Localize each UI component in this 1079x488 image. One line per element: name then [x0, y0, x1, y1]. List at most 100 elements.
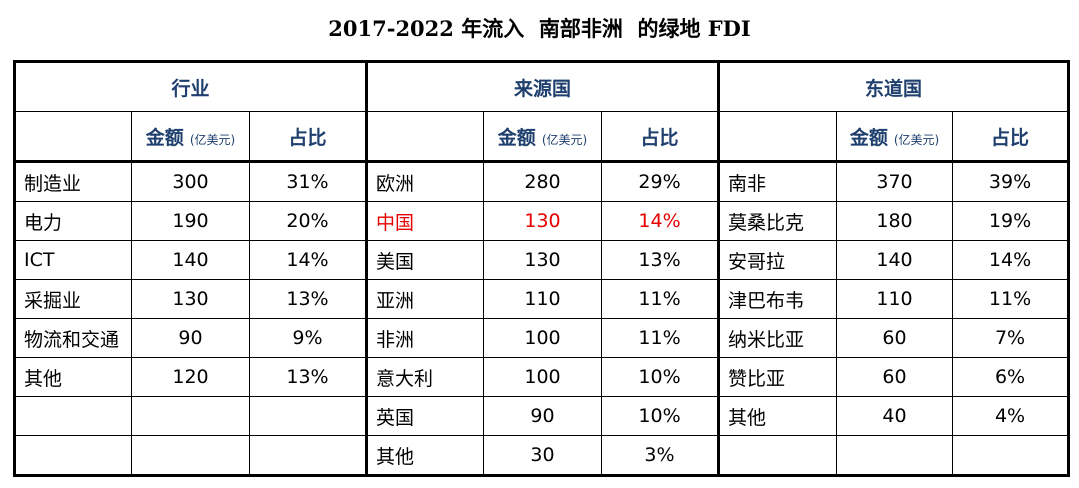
host-share-cell: 4% [952, 396, 1071, 436]
source-amount-cell: 30 [483, 435, 602, 477]
industry-share-cell: 31% [249, 161, 368, 202]
table-row: 电力 190 20% 中国 130 14% 莫桑比克 180 19% [13, 201, 1071, 241]
sub-header-row: 金额 (亿美元) 占比 金额 (亿美元) 占比 金额 (亿美元) 占比 [13, 111, 1071, 163]
host-name-cell [717, 435, 838, 477]
table-row: 制造业 300 31% 欧洲 280 29% 南非 370 39% [13, 161, 1071, 202]
host-share-cell: 19% [952, 201, 1071, 241]
industry-amount-cell: 130 [131, 279, 250, 319]
host-share-cell: 14% [952, 240, 1071, 280]
industry-amount-cell [131, 435, 250, 477]
industry-amount-cell: 140 [131, 240, 250, 280]
industry-share-cell: 9% [249, 318, 368, 358]
table-row: 其他 120 13% 意大利 100 10% 赞比亚 60 6% [13, 357, 1071, 397]
industry-share-cell: 14% [249, 240, 368, 280]
amount-unit: (亿美元) [541, 132, 588, 147]
industry-share-cell: 13% [249, 357, 368, 397]
amount-unit: (亿美元) [893, 132, 940, 147]
sub-header-share-industry: 占比 [249, 111, 368, 163]
source-share-cell: 3% [600, 435, 721, 477]
industry-share-cell: 13% [249, 279, 368, 319]
host-name-cell: 安哥拉 [717, 240, 838, 280]
host-amount-cell: 140 [836, 240, 954, 280]
industry-name-cell: 制造业 [13, 161, 132, 202]
sub-header-name-industry [13, 111, 132, 163]
host-amount-cell: 60 [836, 318, 954, 358]
host-name-cell: 南非 [717, 161, 838, 202]
source-amount-cell: 110 [483, 279, 602, 319]
host-amount-cell [836, 435, 954, 477]
host-share-cell [952, 435, 1071, 477]
source-share-cell: 29% [600, 161, 721, 202]
host-amount-cell: 180 [836, 201, 954, 241]
source-name-cell: 非洲 [365, 318, 484, 358]
source-amount-cell: 90 [483, 396, 602, 436]
host-share-cell: 6% [952, 357, 1071, 397]
industry-amount-cell [131, 396, 250, 436]
source-name-cell: 意大利 [365, 357, 484, 397]
industry-amount-cell: 90 [131, 318, 250, 358]
host-name-cell: 纳米比亚 [717, 318, 838, 358]
host-share-cell: 39% [952, 161, 1071, 202]
host-name-cell: 其他 [717, 396, 838, 436]
source-amount-cell: 280 [483, 161, 602, 202]
sub-header-amount-source: 金额 (亿美元) [483, 111, 602, 163]
table-row: 物流和交通 90 9% 非洲 100 11% 纳米比亚 60 7% [13, 318, 1071, 358]
table-row: 采掘业 130 13% 亚洲 110 11% 津巴布韦 110 11% [13, 279, 1071, 319]
table-row: 其他 30 3% [13, 435, 1071, 477]
source-name-cell: 亚洲 [365, 279, 484, 319]
source-share-cell: 10% [600, 357, 721, 397]
industry-name-cell: 其他 [13, 357, 132, 397]
source-amount-cell: 130 [483, 240, 602, 280]
source-name-cell: 欧洲 [365, 161, 484, 202]
host-name-cell: 莫桑比克 [717, 201, 838, 241]
amount-unit: (亿美元) [189, 132, 236, 147]
amount-label: 金额 [145, 126, 184, 149]
industry-share-cell [249, 435, 368, 477]
source-amount-cell: 130 [483, 201, 602, 241]
source-share-cell: 13% [600, 240, 721, 280]
industry-name-cell [13, 396, 132, 436]
host-amount-cell: 110 [836, 279, 954, 319]
group-header-industry: 行业 [13, 60, 368, 112]
industry-name-cell: 物流和交通 [13, 318, 132, 358]
sub-header-name-source [365, 111, 484, 163]
industry-name-cell: 电力 [13, 201, 132, 241]
host-name-cell: 赞比亚 [717, 357, 838, 397]
industry-amount-cell: 190 [131, 201, 250, 241]
industry-name-cell: 采掘业 [13, 279, 132, 319]
source-share-cell: 14% [600, 201, 721, 241]
industry-name-cell [13, 435, 132, 477]
sub-header-name-host [717, 111, 838, 163]
sub-header-amount-host: 金额 (亿美元) [836, 111, 954, 163]
sub-header-amount-industry: 金额 (亿美元) [131, 111, 250, 163]
host-amount-cell: 60 [836, 357, 954, 397]
industry-amount-cell: 300 [131, 161, 250, 202]
source-name-cell: 英国 [365, 396, 484, 436]
host-name-cell: 津巴布韦 [717, 279, 838, 319]
host-share-cell: 7% [952, 318, 1071, 358]
amount-label: 金额 [849, 126, 888, 149]
source-name-cell: 中国 [365, 201, 484, 241]
sub-header-share-source: 占比 [600, 111, 721, 163]
source-share-cell: 11% [600, 279, 721, 319]
source-name-cell: 其他 [365, 435, 484, 477]
table-row: ICT 140 14% 美国 130 13% 安哥拉 140 14% [13, 240, 1071, 280]
source-share-cell: 11% [600, 318, 721, 358]
source-name-cell: 美国 [365, 240, 484, 280]
amount-label: 金额 [497, 126, 536, 149]
host-amount-cell: 370 [836, 161, 954, 202]
source-share-cell: 10% [600, 396, 721, 436]
group-header-source: 来源国 [364, 60, 721, 112]
industry-name-cell: ICT [13, 240, 132, 280]
host-share-cell: 11% [952, 279, 1071, 319]
industry-share-cell [249, 396, 368, 436]
industry-share-cell: 20% [249, 201, 368, 241]
group-header-host: 东道国 [717, 60, 1071, 112]
table-row: 英国 90 10% 其他 40 4% [13, 396, 1071, 436]
industry-amount-cell: 120 [131, 357, 250, 397]
source-amount-cell: 100 [483, 357, 602, 397]
sub-header-share-host: 占比 [952, 111, 1071, 163]
source-amount-cell: 100 [483, 318, 602, 358]
group-header-row: 行业 来源国 东道国 [13, 60, 1071, 112]
page-title: 2017-2022 年流入 南部非洲 的绿地 FDI [328, 16, 751, 41]
